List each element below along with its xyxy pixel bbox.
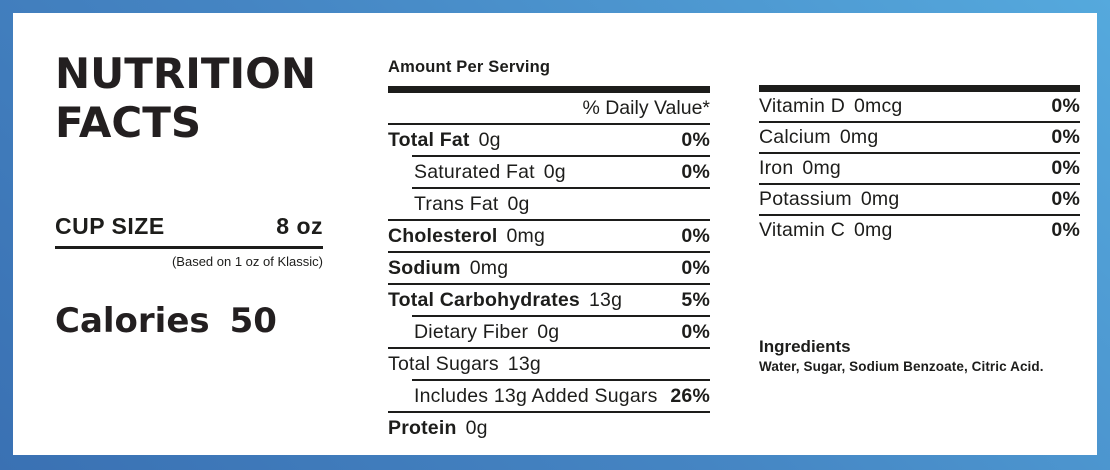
cup-size-label: CUP SIZE [55,213,165,239]
nutrient-label: Includes 13g Added Sugars [414,384,658,407]
vitamins-panel: Vitamin D 0mcg 0% Calcium 0mg 0% Iron 0m… [759,85,1080,374]
nutrient-label: Trans Fat [414,192,499,215]
nutrient-label: Protein [388,416,457,439]
divider [388,219,710,221]
amount-per-serving-header: Amount Per Serving [388,58,551,76]
nutrient-daily-value: 0% [681,128,710,151]
vitamin-row-calcium: Calcium 0mg 0% [759,123,1080,152]
nutrient-label: Cholesterol [388,224,498,247]
divider [412,187,710,189]
divider [412,379,710,381]
nutrient-amount: 13g [588,288,623,311]
divider [759,214,1080,216]
nutrient-label: Total Sugars [388,352,499,375]
nutrient-row-trans-fat: Trans Fat 0g [388,189,710,219]
vitamin-amount: 0mcg [853,95,903,117]
divider [388,411,710,413]
vitamin-daily-value: 0% [1051,95,1080,117]
nutrient-row-total-fat: Total Fat 0g 0% [388,125,710,155]
daily-value-header: % Daily Value* [582,96,710,119]
left-panel: NUTRITION FACTS CUP SIZE 8 oz (Based on … [55,49,323,341]
vitamin-label: Iron [759,157,794,179]
label-title-line2: FACTS [55,98,202,147]
divider [412,315,710,317]
nutrient-row-sodium: Sodium 0mg 0% [388,253,710,283]
vitamin-row-iron: Iron 0mg 0% [759,154,1080,183]
vitamin-daily-value: 0% [1051,126,1080,148]
cup-size-value: 8 oz [276,213,323,239]
divider [759,121,1080,123]
divider [388,123,710,125]
nutrient-row-protein: Protein 0g [388,413,710,443]
divider [388,283,710,285]
vitamin-amount: 0mg [839,126,879,148]
ingredients-text: Water, Sugar, Sodium Benzoate, Citric Ac… [759,359,1044,374]
nutrient-label: Saturated Fat [414,160,535,183]
nutrient-amount: 0g [507,192,530,215]
nutrient-amount: 0g [478,128,501,151]
vitamin-row-vitamin-c: Vitamin C 0mg 0% [759,216,1080,245]
nutrient-daily-value: 0% [681,160,710,183]
nutrient-amount: 0mg [506,224,546,247]
cup-size-note: (Based on 1 oz of Klassic) [171,254,323,269]
calories-label: Calories [55,301,210,341]
nutrient-row-total-sugars: Total Sugars 13g [388,349,710,379]
nutrient-row-total-carbohydrates: Total Carbohydrates 13g 5% [388,285,710,315]
nutrient-daily-value: 0% [681,224,710,247]
nutrient-label: Sodium [388,256,461,279]
label-title-line1: NUTRITION [55,49,317,98]
calories-row: Calories 50 [55,301,323,341]
vitamin-row-vitamin-d: Vitamin D 0mcg 0% [759,92,1080,121]
divider [388,251,710,253]
nutrient-daily-value: 0% [681,320,710,343]
nutrient-daily-value: 0% [681,256,710,279]
nutrient-daily-value: 5% [681,288,710,311]
calories-value: 50 [229,301,277,341]
vitamin-label: Vitamin C [759,219,845,241]
divider [759,152,1080,154]
nutrient-row-dietary-fiber: Dietary Fiber 0g 0% [388,317,710,347]
vitamin-amount: 0mg [802,157,841,179]
nutrients-panel: Amount Per Serving % Daily Value* Total … [388,58,710,443]
vitamin-label: Calcium [759,126,831,148]
nutrient-label: Total Fat [388,128,470,151]
cup-size-row: CUP SIZE 8 oz [55,213,323,249]
vitamin-label: Potassium [759,188,852,210]
thick-rule [759,85,1080,92]
divider [388,347,710,349]
vitamin-label: Vitamin D [759,95,845,117]
nutrient-row-cholesterol: Cholesterol 0mg 0% [388,221,710,251]
ingredients-section: Ingredients Water, Sugar, Sodium Benzoat… [759,337,1080,374]
nutrient-amount: 0mg [469,256,509,279]
nutrient-amount: 0g [465,416,488,439]
divider [759,183,1080,185]
ingredients-title: Ingredients [759,337,851,356]
vitamin-daily-value: 0% [1051,157,1080,179]
nutrient-amount: 0g [543,160,566,183]
vitamin-amount: 0mg [860,188,900,210]
nutrient-amount: 0g [537,320,560,343]
nutrition-label: NUTRITION FACTS CUP SIZE 8 oz (Based on … [13,13,1097,455]
nutrient-label: Total Carbohydrates [388,288,580,311]
nutrient-amount: 13g [507,352,541,375]
vitamin-amount: 0mg [853,219,893,241]
nutrient-label: Dietary Fiber [414,320,529,343]
divider [412,155,710,157]
vitamin-row-potassium: Potassium 0mg 0% [759,185,1080,214]
thick-rule [388,86,710,93]
nutrient-row-added-sugars: Includes 13g Added Sugars 26% [388,381,710,411]
nutrient-daily-value: 26% [670,384,710,407]
vitamin-daily-value: 0% [1051,188,1080,210]
nutrient-row-saturated-fat: Saturated Fat 0g 0% [388,157,710,187]
vitamin-daily-value: 0% [1051,219,1080,241]
